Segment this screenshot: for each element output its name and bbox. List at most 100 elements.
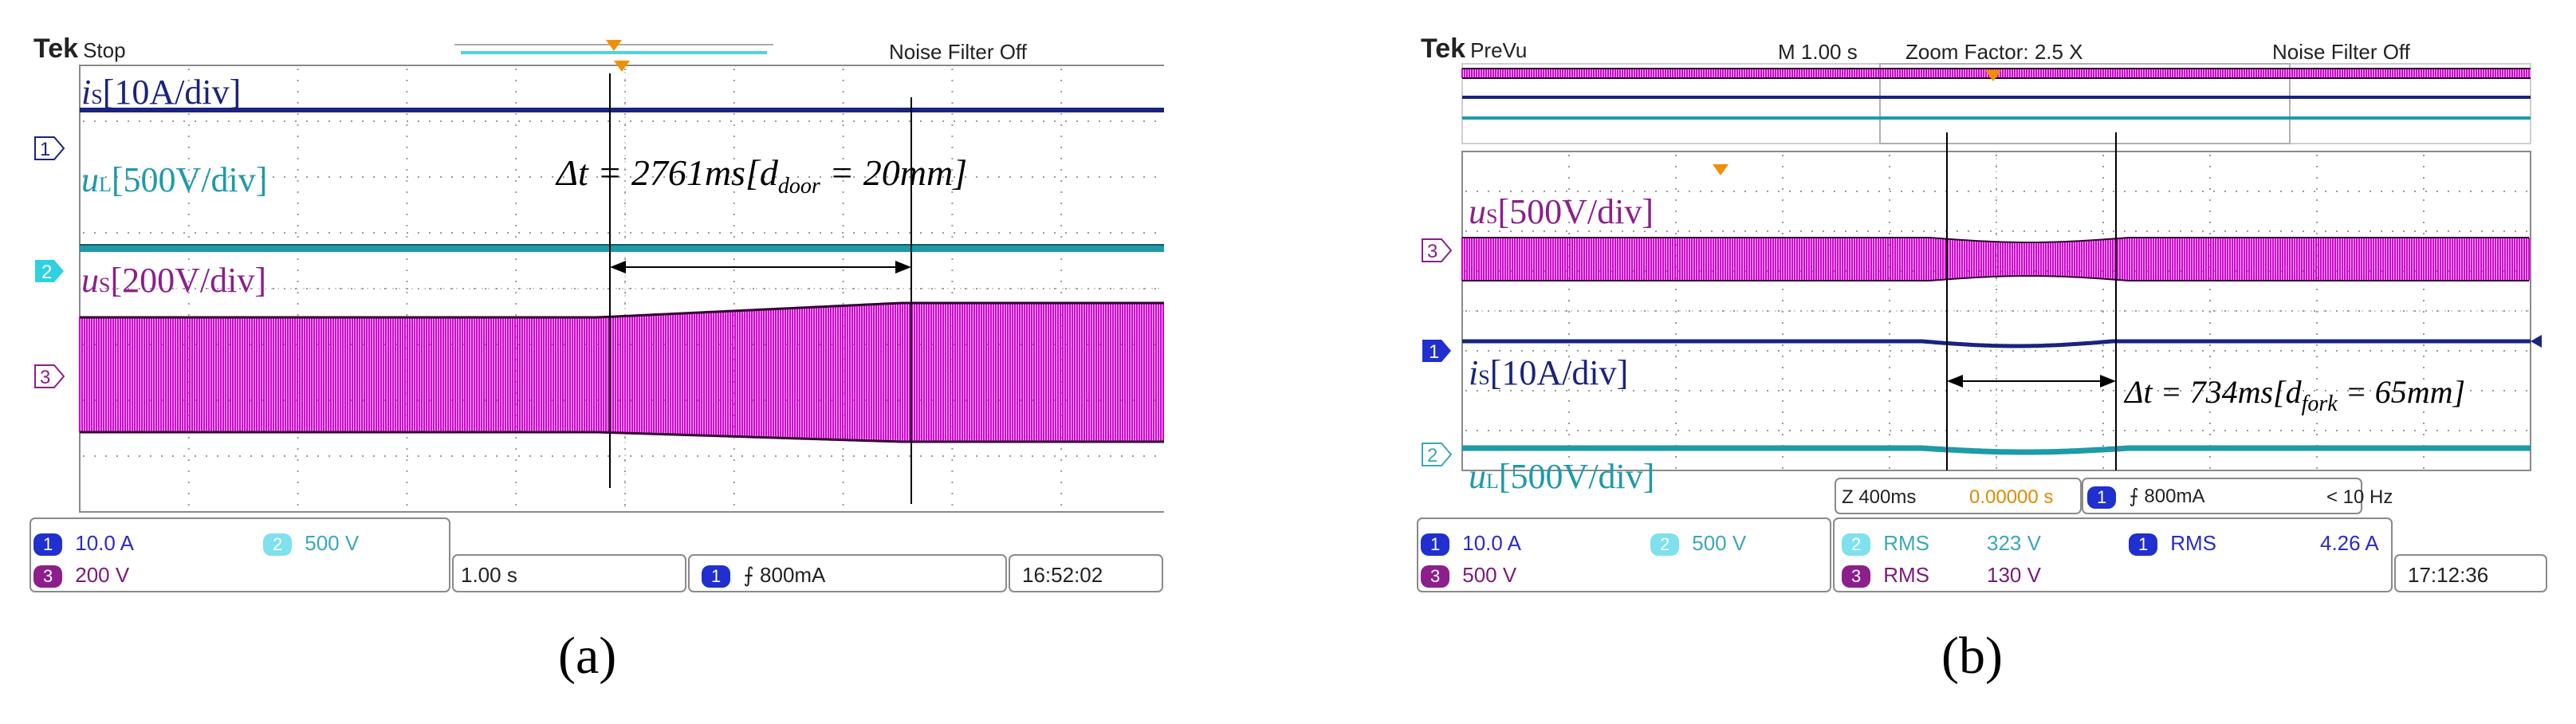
grid-dot	[987, 176, 989, 178]
grid-dot	[1099, 288, 1100, 289]
grid-dot	[951, 102, 954, 104]
grid-dot	[1722, 310, 1724, 312]
grid-dot	[485, 232, 486, 234]
trigger-marker-icon	[1713, 164, 1728, 175]
grid-dot	[1488, 191, 1489, 192]
grid-dot	[563, 455, 564, 457]
grid-dot	[1099, 232, 1100, 234]
grid-dot	[1666, 430, 1668, 431]
grid-dot	[2347, 230, 2349, 232]
grid-dot	[1811, 230, 1813, 232]
grid-dot	[515, 348, 517, 349]
ch3-scale: 500 V	[1462, 563, 1517, 587]
grid-dot	[1834, 390, 1835, 392]
grid-dot	[2012, 191, 2014, 192]
grid-dot	[2001, 430, 2003, 431]
grid-dot	[2135, 390, 2137, 392]
grid-dot	[1610, 310, 1612, 312]
grid-dot	[2392, 430, 2393, 431]
delta-t-arrowhead-left	[610, 261, 626, 273]
grid-dot	[624, 124, 626, 126]
grid-dot	[1782, 155, 1784, 156]
grid-dot	[187, 191, 190, 193]
grid-dot	[1675, 188, 1677, 190]
grid-dot	[1782, 166, 1784, 167]
grid-dot	[1912, 430, 1913, 431]
grid-dot	[1477, 310, 1478, 312]
grid-dot	[1890, 191, 1891, 192]
grid-dot	[942, 288, 944, 289]
grid-dot	[1060, 459, 1063, 461]
grid-dot	[2113, 390, 2114, 392]
grid-dot	[1060, 69, 1063, 70]
grid-dot	[2314, 310, 2315, 312]
grid-dot	[2423, 199, 2425, 201]
grid-dot	[1889, 289, 1890, 290]
grid-dot	[2209, 166, 2211, 167]
grid-dot	[1568, 155, 1570, 156]
grid-dot	[2191, 390, 2193, 392]
grid-dot	[585, 455, 587, 457]
grid-dot	[541, 455, 542, 457]
grid-dot	[105, 120, 107, 122]
label-main: u	[81, 261, 99, 300]
grid-dot	[842, 176, 844, 178]
grid-dot	[1465, 390, 1467, 392]
grid-dot	[406, 169, 408, 171]
ch3-scale: 200 V	[75, 563, 130, 587]
grid-dot	[1689, 230, 1690, 232]
grid-dot	[1689, 350, 1690, 352]
grid-dot	[1856, 350, 1858, 352]
scope-b-brand: Tek PreVu	[1421, 33, 1527, 65]
grid-dot	[206, 176, 207, 178]
grid-dot	[1568, 311, 1570, 313]
grid-dot	[1811, 430, 1813, 431]
grid-dot	[1689, 390, 1690, 392]
grid-dot	[529, 120, 531, 122]
grid-dot	[518, 455, 520, 457]
grid-dot	[1666, 350, 1668, 352]
grid-dot	[1566, 350, 1567, 352]
series-us-envelope-bottom	[1462, 275, 2529, 281]
ch1-marker-shape	[1422, 340, 1451, 362]
grid-dot	[406, 258, 408, 260]
grid-dot	[1568, 378, 1570, 380]
grid-dot	[1968, 230, 1969, 232]
grid-dot	[2079, 310, 2081, 312]
grid-dot	[2258, 310, 2259, 312]
grid-dot	[2314, 430, 2315, 431]
grid-dot	[1782, 356, 1784, 357]
grid-dot	[2414, 230, 2416, 232]
grid-dot	[1060, 470, 1063, 472]
footer-ch2-a: 2 500 V	[263, 531, 359, 557]
grid-dot	[951, 136, 954, 137]
grid-dot	[297, 113, 299, 115]
ch1-marker-shape	[34, 136, 65, 160]
grid-dot	[624, 214, 626, 215]
grid-dot	[1789, 230, 1791, 232]
grid-dot	[297, 292, 299, 293]
grid-dot	[1132, 232, 1134, 234]
grid-dot	[2358, 310, 2360, 312]
grid-dot	[2157, 191, 2159, 192]
grid-dot	[295, 288, 297, 289]
grid-dot	[1968, 191, 1969, 192]
zoom-factor-b: Zoom Factor: 2.5 X	[1905, 40, 2083, 64]
grid-dot	[1521, 191, 1523, 192]
grid-dot	[563, 120, 564, 122]
grid-dot	[94, 176, 96, 178]
grid-dot	[624, 292, 626, 293]
grid-dot	[909, 176, 910, 178]
grid-dot	[1076, 455, 1078, 457]
grid-dot	[2102, 367, 2104, 368]
grid-dot	[976, 455, 977, 457]
grid-dot	[733, 325, 735, 327]
grid-dot	[1644, 310, 1646, 312]
grid-dot	[1032, 232, 1033, 234]
grid-dot	[2113, 191, 2114, 192]
grid-dot	[2381, 230, 2382, 232]
grid-dot	[1700, 230, 1701, 232]
grid-dot	[2436, 390, 2438, 392]
grid-dot	[1644, 230, 1646, 232]
grid-dot	[1722, 191, 1724, 192]
